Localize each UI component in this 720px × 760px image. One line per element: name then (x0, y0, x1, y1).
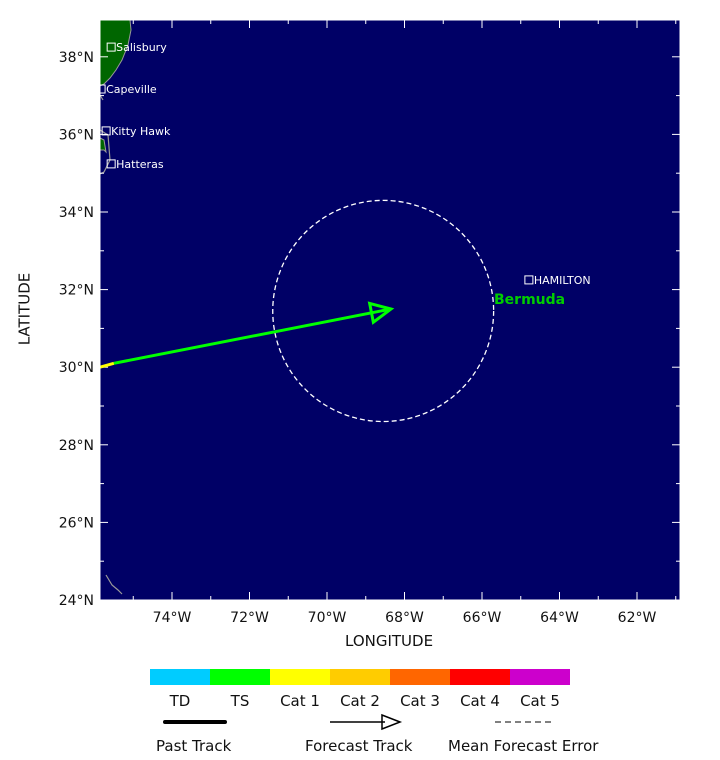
legend-swatch-ts (210, 669, 270, 685)
past-track-segment (99, 361, 115, 369)
legend-forecast-arrowhead (381, 713, 403, 731)
city-label: Salisbury (116, 41, 167, 54)
region-label-bermuda: Bermuda (494, 292, 565, 308)
lon-tick-label: 70°W (308, 610, 347, 626)
legend-category-label: Cat 4 (460, 692, 500, 710)
lat-tick-label: 36°N (59, 127, 94, 143)
lon-tick-label: 68°W (385, 610, 424, 626)
lat-tick-label: 38°N (59, 50, 94, 66)
forecast-track-segment (113, 307, 392, 365)
city-marker (101, 126, 111, 136)
legend-mean-error-label: Mean Forecast Error (448, 737, 599, 755)
legend-category-label: Cat 1 (280, 692, 320, 710)
lat-tick-label: 26°N (59, 515, 94, 531)
cities: Salisbury Capeville Kitty Hawk Hatteras HAMI… (96, 41, 591, 287)
lat-tick-label: 32°N (59, 283, 94, 299)
legend-forecast-track-label: Forecast Track (305, 737, 413, 755)
category-color-bar (150, 669, 570, 685)
lat-tick-label: 34°N (59, 205, 94, 221)
legend-swatch-cat-3 (390, 669, 450, 685)
legend-swatch-cat-1 (270, 669, 330, 685)
legend-category-label: Cat 2 (340, 692, 380, 710)
city-marker (524, 275, 534, 285)
legend-swatch-td (150, 669, 210, 685)
legend-past-track-label: Past Track (156, 737, 232, 755)
city-label: HAMILTON (534, 274, 591, 287)
city-label: Kitty Hawk (111, 125, 171, 138)
lon-tick-label: 74°W (153, 610, 192, 626)
x-axis-label: LONGITUDE (345, 632, 434, 650)
lat-tick-label: 24°N (59, 593, 94, 609)
legend-category-label: TD (169, 692, 191, 710)
lat-tick-label: 28°N (59, 438, 94, 454)
lon-tick-label: 64°W (540, 610, 579, 626)
legend-category-label: Cat 5 (520, 692, 560, 710)
city-marker (106, 159, 116, 169)
legend-swatch-cat-4 (450, 669, 510, 685)
city-marker (96, 84, 106, 94)
mean-forecast-error-circle (272, 199, 495, 423)
island-coastline (105, 574, 123, 595)
forecast-arrowhead (367, 301, 395, 325)
city-label: Hatteras (116, 158, 164, 171)
map-frame (99, 19, 681, 601)
lon-tick-label: 66°W (463, 610, 502, 626)
legend-swatch-cat-5 (510, 669, 570, 685)
city-marker (106, 42, 116, 52)
lat-tick-label: 30°N (59, 360, 94, 376)
legend-category-label: Cat 3 (400, 692, 440, 710)
legend-swatch-cat-2 (330, 669, 390, 685)
legend-category-label: TS (230, 692, 250, 710)
y-axis-label: LATITUDE (15, 272, 34, 346)
city-label: Capeville (106, 83, 157, 96)
lon-tick-label: 62°W (618, 610, 657, 626)
lon-tick-label: 72°W (230, 610, 269, 626)
